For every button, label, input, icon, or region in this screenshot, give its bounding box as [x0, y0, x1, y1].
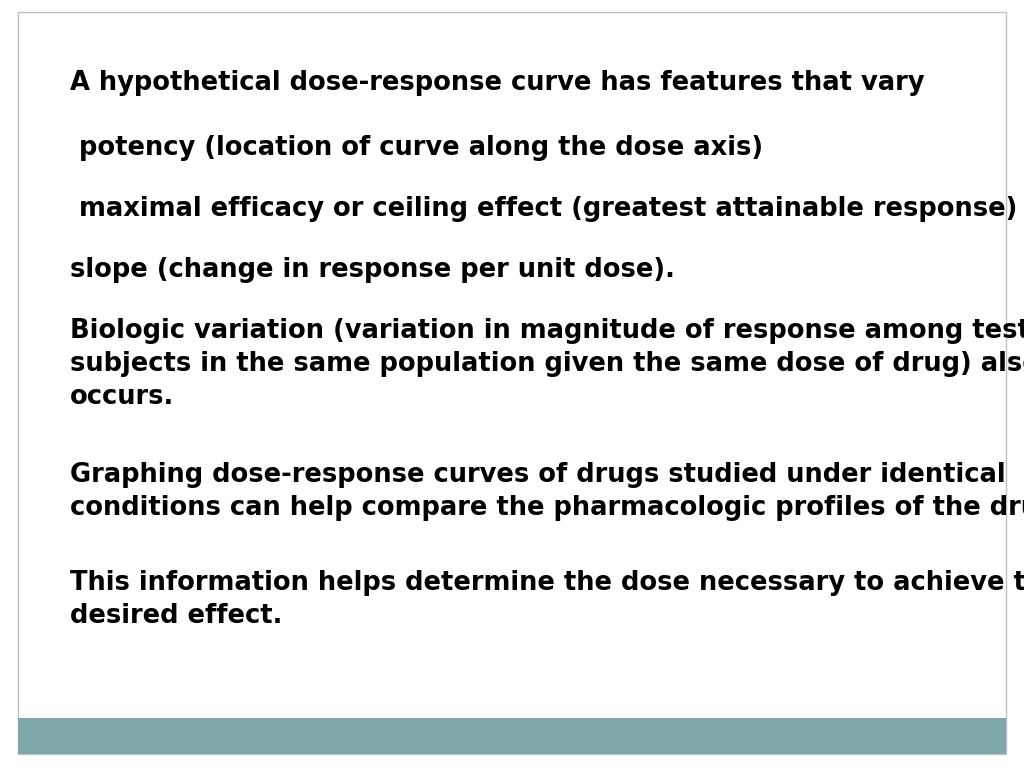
Text: Graphing dose-response curves of drugs studied under identical
conditions can he: Graphing dose-response curves of drugs s…: [70, 462, 1024, 521]
Text: slope (change in response per unit dose).: slope (change in response per unit dose)…: [70, 257, 675, 283]
Text: Biologic variation (variation in magnitude of response among test
subjects in th: Biologic variation (variation in magnitu…: [70, 318, 1024, 410]
Bar: [18, 718, 1006, 754]
Text: maximal efficacy or ceiling effect (greatest attainable response): maximal efficacy or ceiling effect (grea…: [70, 196, 1018, 222]
Text: A hypothetical dose-response curve has features that vary: A hypothetical dose-response curve has f…: [70, 70, 925, 96]
Text: This information helps determine the dose necessary to achieve the
desired effec: This information helps determine the dos…: [70, 570, 1024, 629]
Text: potency (location of curve along the dose axis): potency (location of curve along the dos…: [70, 135, 763, 161]
